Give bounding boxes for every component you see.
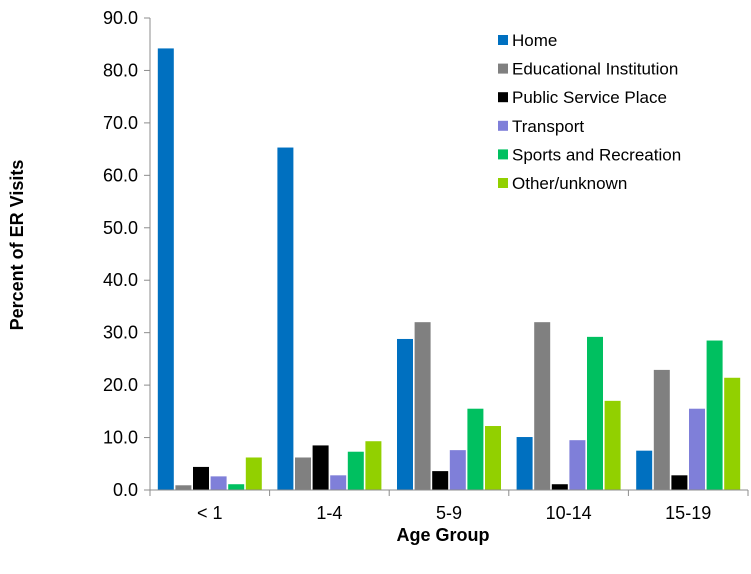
legend-label: Public Service Place xyxy=(512,88,667,107)
bar-sports-and-recreation-4 xyxy=(706,340,723,490)
y-axis-title: Percent of ER Visits xyxy=(7,160,27,331)
x-tick-label: 5-9 xyxy=(436,503,462,523)
y-tick-label: 0.0 xyxy=(113,480,138,500)
y-tick-label: 70.0 xyxy=(103,113,138,133)
bar-other-unknown-0 xyxy=(245,457,262,490)
bar-home-0 xyxy=(157,48,174,490)
x-axis-ticks: < 1 1-4 5-9 10-14 15-19 xyxy=(149,490,749,523)
y-tick-label: 20.0 xyxy=(103,375,138,395)
bar-sports-and-recreation-2 xyxy=(467,408,484,490)
bar-transport-3 xyxy=(569,440,586,490)
bar-transport-1 xyxy=(330,475,347,490)
bar-public-service-place-3 xyxy=(551,484,568,490)
bar-public-service-place-1 xyxy=(312,445,329,490)
x-tick-label: < 1 xyxy=(197,503,223,523)
bar-home-4 xyxy=(636,450,653,490)
bar-educational-institution-1 xyxy=(295,457,311,490)
legend-swatch xyxy=(498,178,508,188)
legend-label: Transport xyxy=(512,117,584,136)
bar-other-unknown-2 xyxy=(485,426,501,490)
bar-transport-0 xyxy=(210,476,227,490)
bar-educational-institution-4 xyxy=(653,369,670,490)
bar-sports-and-recreation-0 xyxy=(228,484,245,490)
bar-public-service-place-2 xyxy=(432,471,449,490)
legend-swatch xyxy=(498,63,508,74)
y-tick-label: 90.0 xyxy=(103,8,138,28)
legend-swatch xyxy=(498,149,508,160)
bar-home-1 xyxy=(277,147,294,490)
bar-home-2 xyxy=(397,338,413,490)
bar-public-service-place-4 xyxy=(671,475,688,490)
bars-group xyxy=(157,48,741,490)
y-axis-ticks: 0.0 10.0 20.0 30.0 40.0 50.0 60.0 70.0 80.0 90.0 xyxy=(103,8,150,500)
bar-sports-and-recreation-1 xyxy=(347,451,364,490)
legend-swatch xyxy=(498,120,508,131)
legend: Home Educational Institution Public Servic… xyxy=(498,31,681,193)
bar-other-unknown-3 xyxy=(604,400,621,490)
legend-label: Sports and Recreation xyxy=(512,145,681,164)
legend-label: Educational Institution xyxy=(512,60,678,79)
y-tick-label: 30.0 xyxy=(103,323,138,343)
y-tick-label: 60.0 xyxy=(103,165,138,185)
legend-label: Home xyxy=(512,31,557,50)
bar-transport-4 xyxy=(689,408,705,490)
bar-educational-institution-3 xyxy=(534,322,551,490)
y-tick-label: 50.0 xyxy=(103,218,138,238)
bar-other-unknown-4 xyxy=(724,377,741,490)
x-tick-label: 10-14 xyxy=(546,503,592,523)
x-tick-label: 1-4 xyxy=(316,503,342,523)
bar-public-service-place-0 xyxy=(193,466,209,490)
legend-swatch xyxy=(498,92,508,103)
y-tick-label: 40.0 xyxy=(103,270,138,290)
bar-educational-institution-0 xyxy=(175,485,192,490)
x-tick-label: 15-19 xyxy=(665,503,711,523)
bar-educational-institution-2 xyxy=(414,322,431,490)
bar-home-3 xyxy=(516,437,533,490)
legend-label: Other/unknown xyxy=(512,174,627,193)
legend-swatch xyxy=(498,35,508,45)
x-axis-title: Age Group xyxy=(397,525,490,545)
y-tick-label: 80.0 xyxy=(103,60,138,80)
y-tick-label: 10.0 xyxy=(103,428,138,448)
bar-other-unknown-1 xyxy=(365,441,382,490)
bar-sports-and-recreation-3 xyxy=(587,336,603,490)
bar-transport-2 xyxy=(449,450,466,490)
